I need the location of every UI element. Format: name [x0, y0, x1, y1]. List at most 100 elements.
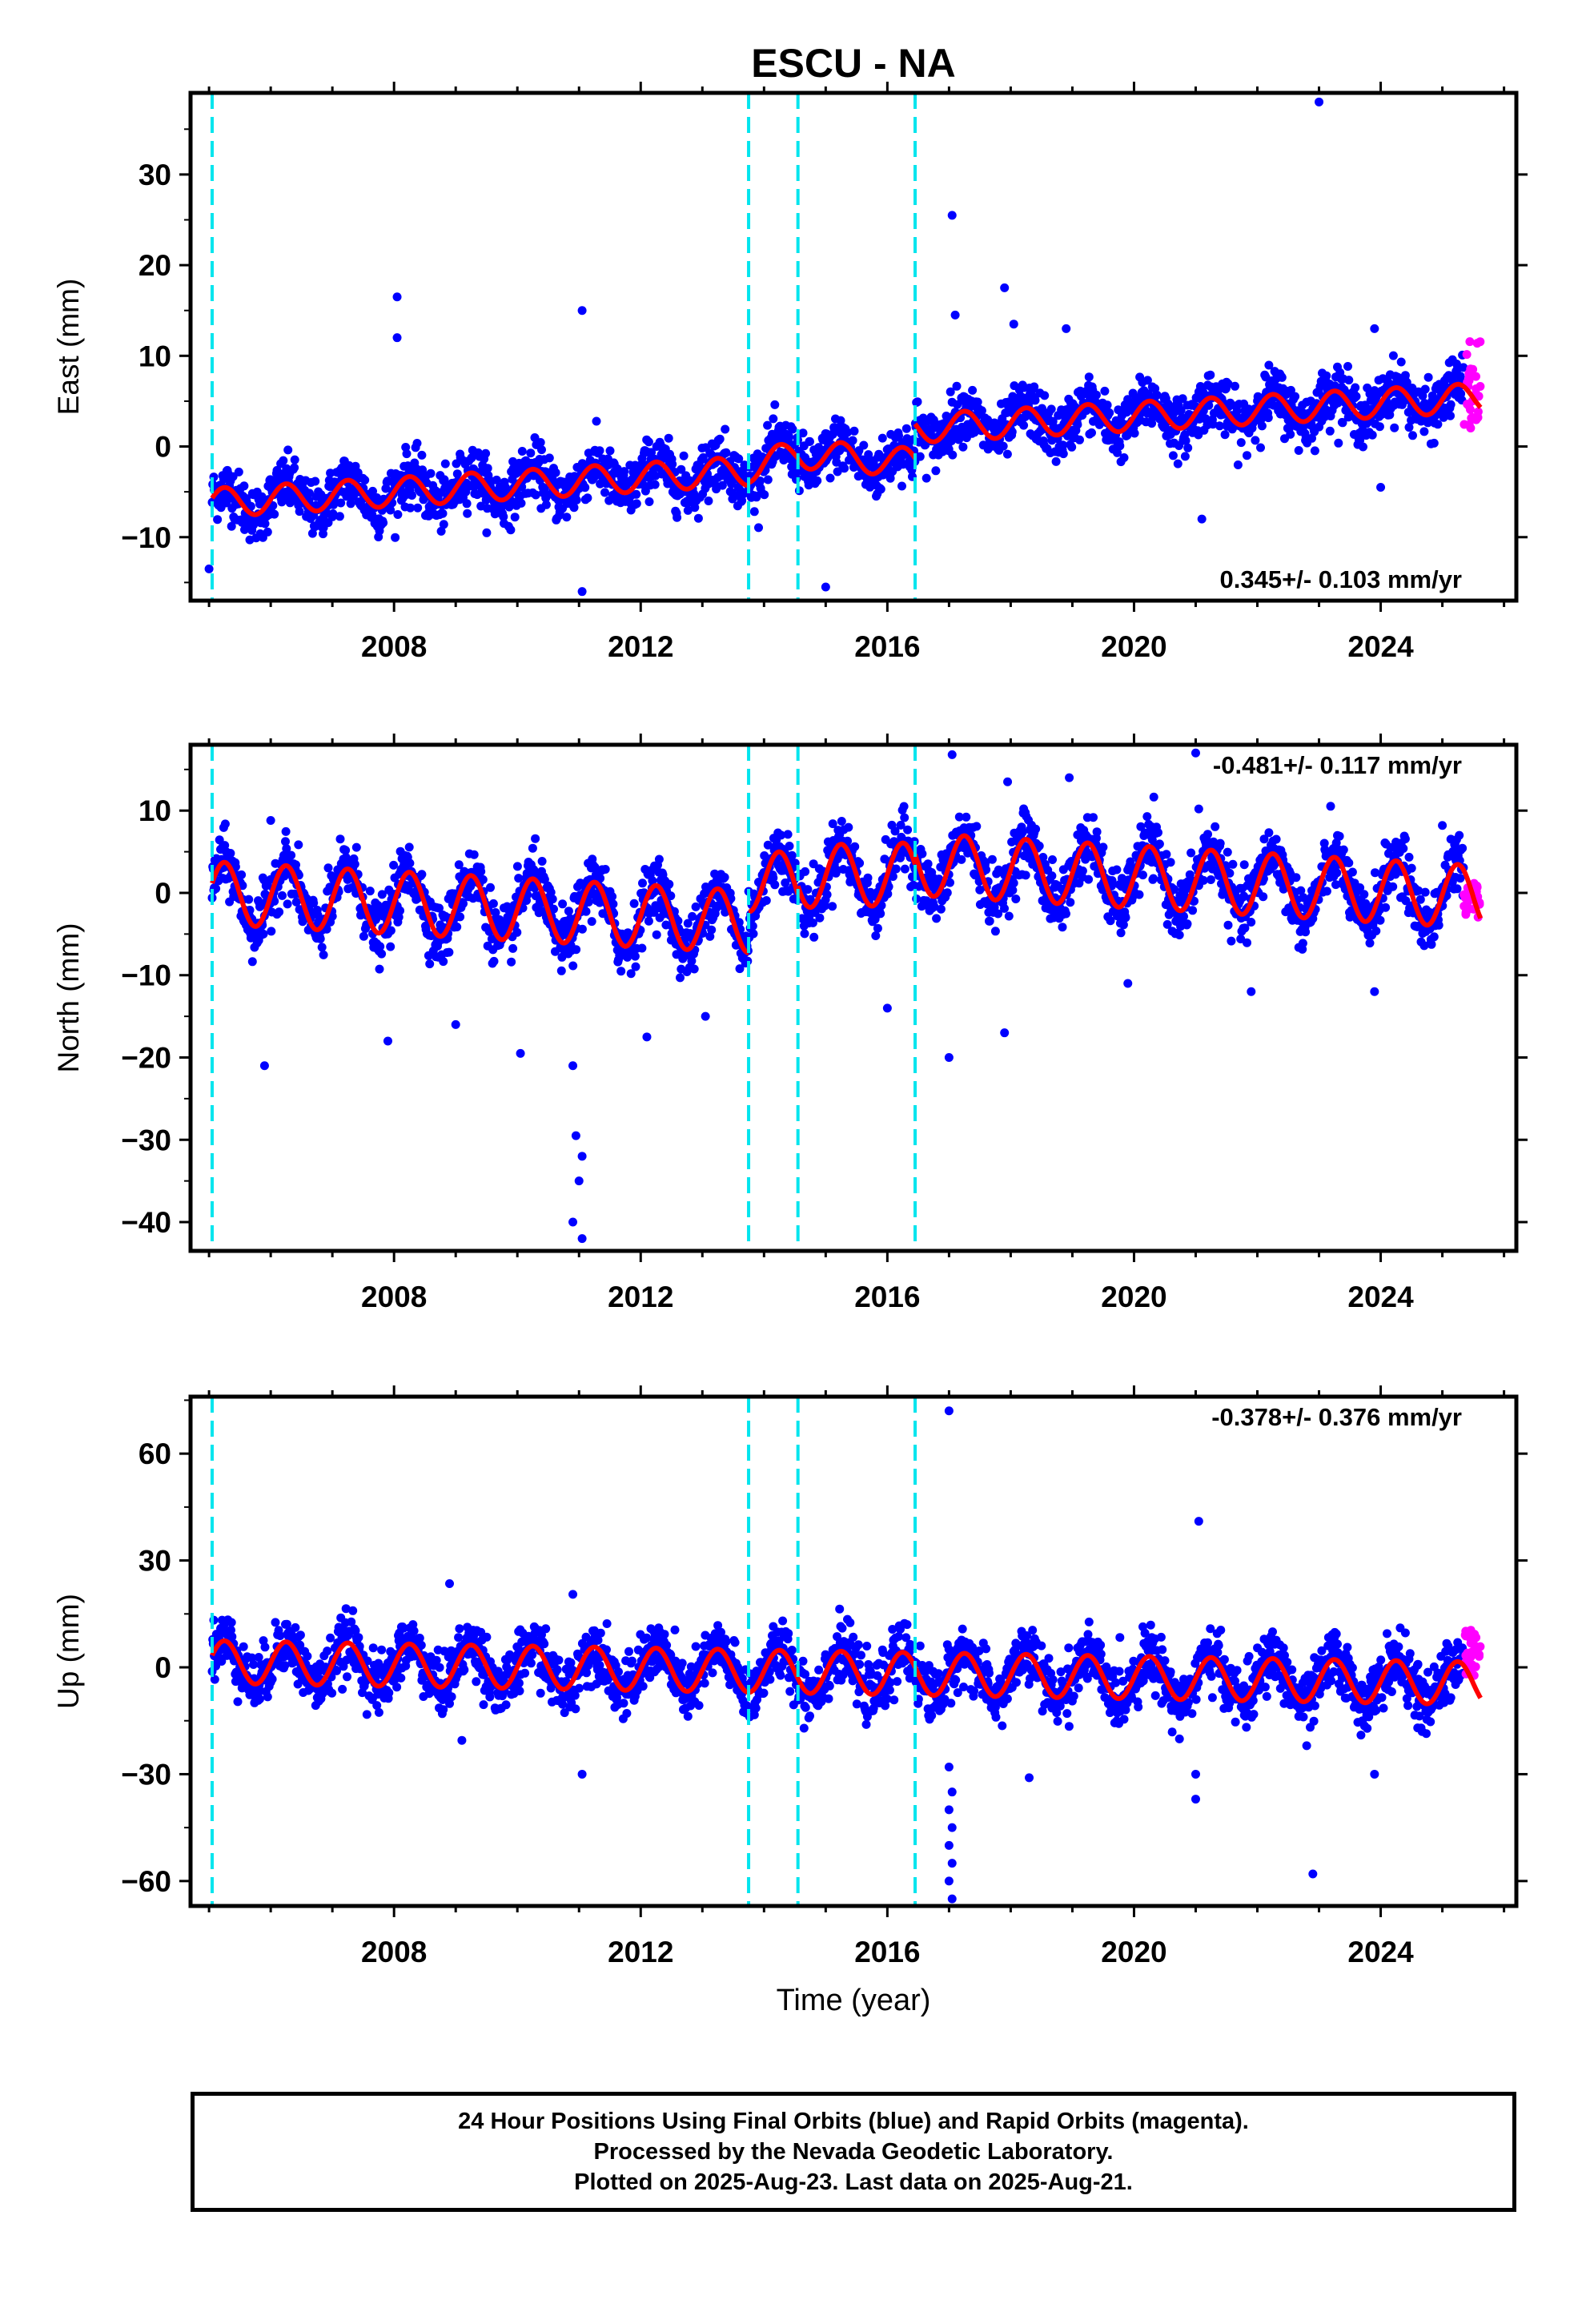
panel-frame [188, 742, 1519, 1253]
final-orbit-point [897, 481, 906, 491]
rapid-orbit-point [1466, 364, 1476, 374]
final-orbit-point [234, 467, 243, 476]
final-orbit-point [1204, 400, 1214, 410]
final-orbit-point [608, 892, 617, 901]
final-orbit-point [982, 865, 991, 875]
rapid-orbit-point [1462, 350, 1472, 360]
final-orbit-point [319, 950, 328, 959]
final-orbit-point [213, 515, 223, 525]
final-orbit-point [903, 825, 913, 834]
final-orbit-point [564, 907, 573, 916]
final-orbit-point [1335, 831, 1344, 841]
final-orbit-outlier [947, 211, 957, 220]
final-orbit-point [1047, 871, 1057, 881]
rapid-orbit-point [1466, 405, 1475, 414]
final-orbit-point [1264, 360, 1274, 370]
x-tick-label: 2016 [854, 630, 920, 663]
final-orbit-point [246, 501, 255, 511]
final-orbit-point [1298, 939, 1307, 948]
final-orbit-point [679, 451, 689, 460]
final-orbit-point [1034, 841, 1044, 850]
final-orbit-outlier [1315, 97, 1324, 107]
final-orbit-point [1002, 449, 1012, 459]
final-orbit-point [859, 440, 869, 450]
final-orbit-point [452, 459, 461, 468]
final-orbit-point [981, 858, 990, 867]
final-orbit-point [720, 873, 729, 882]
final-orbit-outlier [944, 1053, 954, 1063]
final-orbit-point [401, 443, 411, 452]
final-orbit-point [1259, 834, 1269, 844]
final-orbit-point [1233, 460, 1243, 469]
final-orbit-point [913, 397, 922, 407]
final-orbit-point [1142, 812, 1152, 822]
final-orbit-point [665, 879, 674, 889]
final-orbit-point [901, 424, 911, 433]
final-orbit-point [735, 964, 745, 974]
final-orbit-point [756, 476, 765, 485]
final-orbit-point [1408, 431, 1417, 440]
x-tick-label: 2012 [608, 630, 673, 663]
final-orbit-point [1073, 420, 1082, 429]
final-orbit-point [677, 464, 686, 474]
final-orbit-point [1407, 863, 1416, 873]
final-orbit-outlier [392, 292, 402, 302]
final-orbit-point [580, 483, 590, 493]
final-orbit-point [440, 459, 450, 468]
final-orbit-point [267, 927, 276, 936]
final-orbit-point [608, 899, 618, 909]
final-orbit-point [917, 849, 927, 858]
final-orbit-point [379, 518, 388, 528]
final-orbit-point [1243, 938, 1251, 947]
final-orbit-point [666, 891, 676, 901]
final-orbit-point [698, 452, 708, 462]
final-orbit-point [632, 499, 641, 509]
final-orbit-point [1106, 916, 1115, 926]
panel-frame [188, 90, 1519, 603]
model-fit-line [795, 840, 917, 911]
final-orbit-point [1225, 868, 1235, 878]
final-orbit-point [1375, 422, 1384, 432]
final-orbit-point [426, 468, 436, 478]
final-orbit-point [1030, 396, 1040, 405]
final-orbit-point [822, 890, 832, 899]
final-orbit-point [1162, 919, 1172, 929]
final-orbit-point [734, 918, 744, 927]
final-orbit-point [512, 862, 522, 871]
final-orbit-point [850, 842, 860, 851]
final-orbit-point [923, 859, 933, 869]
final-orbit-point [715, 434, 725, 444]
final-orbit-point [488, 899, 498, 908]
final-orbit-point [315, 934, 325, 943]
final-orbit-point [1105, 408, 1114, 417]
final-orbit-point [386, 505, 396, 515]
final-orbit-point [282, 844, 291, 854]
final-orbit-point [383, 476, 392, 486]
final-orbit-point [595, 446, 604, 456]
final-orbit-point [1351, 383, 1360, 392]
final-orbit-outlier [266, 816, 275, 826]
final-orbit-point [1420, 887, 1430, 897]
final-orbit-point [973, 397, 982, 407]
final-orbit-point [1228, 859, 1238, 869]
final-orbit-point [1046, 404, 1056, 414]
final-orbit-point [781, 878, 790, 887]
final-orbit-point [275, 907, 284, 917]
final-orbit-point [1419, 427, 1429, 436]
final-orbit-point [404, 842, 414, 852]
final-orbit-point [412, 439, 422, 448]
final-orbit-point [1227, 936, 1236, 946]
final-orbit-point [783, 830, 793, 839]
final-orbit-point [734, 454, 744, 464]
final-orbit-point [721, 424, 730, 434]
final-orbit-point [1239, 891, 1249, 901]
model-fit-line [796, 440, 917, 476]
final-orbit-point [375, 942, 385, 951]
final-orbit-point [291, 897, 301, 907]
final-orbit-point [1130, 428, 1139, 438]
final-orbit-point [689, 964, 699, 974]
final-orbit-outlier [704, 496, 713, 505]
final-orbit-point [668, 460, 677, 469]
final-orbit-point [637, 943, 647, 953]
final-orbit-point [459, 899, 468, 908]
